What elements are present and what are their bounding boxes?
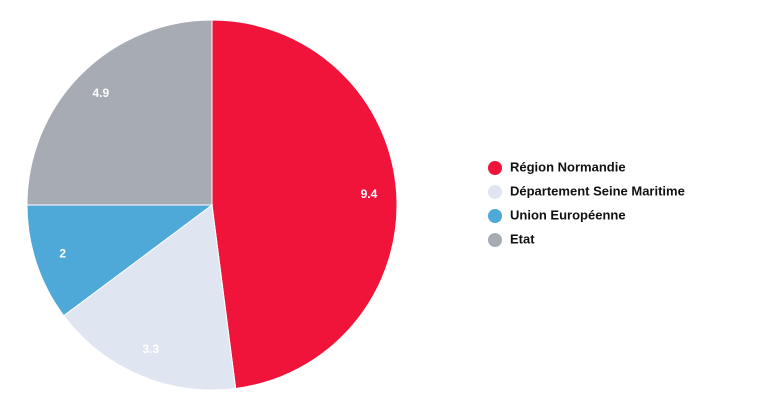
pie-slice bbox=[211, 19, 398, 390]
legend-label: Département Seine Maritime bbox=[510, 183, 685, 198]
data-label: 3.3 bbox=[142, 342, 159, 356]
pie-slice bbox=[26, 19, 213, 206]
pie-slice bbox=[26, 204, 214, 317]
data-label: 4.9 bbox=[92, 86, 109, 100]
data-label: 2 bbox=[59, 247, 66, 261]
pie-slice bbox=[63, 204, 237, 391]
legend-label: Union Européenne bbox=[510, 207, 626, 222]
legend-label: Région Normandie bbox=[510, 159, 626, 174]
legend-marker bbox=[488, 233, 502, 247]
legend-label: Etat bbox=[510, 231, 535, 246]
legend-marker bbox=[488, 161, 502, 175]
legend-marker bbox=[488, 209, 502, 223]
legend-marker bbox=[488, 185, 502, 199]
data-label: 9.4 bbox=[361, 187, 378, 201]
